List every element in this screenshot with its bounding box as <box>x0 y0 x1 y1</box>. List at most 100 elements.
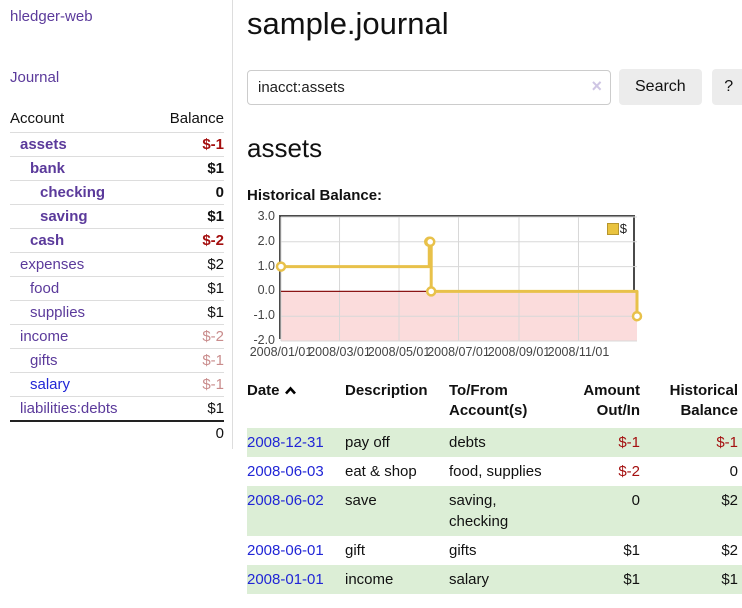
accounts-header-balance: Balance <box>169 110 224 127</box>
transaction-amount: $-2 <box>618 462 640 480</box>
account-heading: assets <box>247 133 323 163</box>
transaction-amount: $1 <box>623 570 640 588</box>
x-axis-tick-label: 2008/07/01 <box>427 345 490 359</box>
account-link-salary[interactable]: salary <box>30 376 71 393</box>
y-axis-tick-label: -1.0 <box>253 308 275 323</box>
y-axis-tick-label: 1.0 <box>257 258 275 273</box>
transaction-date-link[interactable]: 2008-06-02 <box>247 491 324 509</box>
transaction-row: 2008-06-03 eat & shop food, supplies $-2 0 <box>247 457 742 486</box>
transactions-table: Date Description To/From Account(s) Amou… <box>247 379 742 594</box>
x-axis-tick-label: 2008/03/01 <box>308 345 371 359</box>
accounts-total-row: 0 <box>10 421 224 445</box>
transaction-description: gift <box>345 541 366 559</box>
app-title-link[interactable]: hledger-web <box>10 8 93 25</box>
register-header-amount: Amount Out/In <box>583 382 640 420</box>
account-link-saving[interactable]: saving <box>40 208 88 225</box>
account-balance: 0 <box>215 184 224 201</box>
account-row: liabilities:debts $1 <box>10 396 224 422</box>
sidebar: hledger-web Journal Account Balance asse… <box>0 0 233 449</box>
account-link-assets[interactable]: assets <box>20 136 67 153</box>
y-axis-tick-label: -2.0 <box>253 333 275 347</box>
sidebar-item-journal[interactable]: Journal <box>10 69 60 86</box>
transaction-date-link[interactable]: 2008-06-01 <box>247 541 324 559</box>
search-button[interactable]: Search <box>619 69 702 105</box>
account-row: gifts $-1 <box>10 348 224 373</box>
chart-canvas <box>275 216 643 342</box>
account-balance: $-1 <box>202 352 224 369</box>
account-link-expenses[interactable]: expenses <box>20 256 85 273</box>
sort-ascending-icon <box>284 381 297 401</box>
account-row: bank $1 <box>10 156 224 181</box>
account-balance: $1 <box>207 280 224 297</box>
account-balance: $-1 <box>202 136 224 153</box>
account-balance: $1 <box>207 400 224 417</box>
account-balance: $1 <box>207 304 224 321</box>
transaction-accounts: debts <box>449 433 486 451</box>
y-axis-tick-label: 0.0 <box>257 283 275 298</box>
transaction-date-link[interactable]: 2008-12-31 <box>247 433 324 451</box>
transaction-row: 2008-12-31 pay off debts $-1 $-1 <box>247 427 742 457</box>
account-row: income $-2 <box>10 324 224 349</box>
transaction-accounts: gifts <box>449 541 477 559</box>
transaction-balance: $1 <box>721 570 738 588</box>
chart-legend: $ <box>604 220 629 237</box>
transaction-row: 2008-01-01 income salary $1 $1 <box>247 564 742 594</box>
transaction-balance: $-1 <box>716 433 738 451</box>
account-link-bank[interactable]: bank <box>30 160 66 177</box>
account-link-liabilities-debts[interactable]: liabilities:debts <box>20 400 118 417</box>
register-header-date[interactable]: Date <box>247 379 345 428</box>
transaction-accounts: saving, checking <box>449 491 509 530</box>
account-balance: $-2 <box>202 328 224 345</box>
account-row: supplies $1 <box>10 300 224 325</box>
account-row: cash $-2 <box>10 228 224 253</box>
transaction-row: 2008-06-02 save saving, checking 0 $2 <box>247 485 742 536</box>
transaction-accounts: salary <box>449 570 490 588</box>
chart-plot-area: $ 3.0 2.0 1.0 0.0 -1.0 -2.0 2008/01/01 2008/03/… <box>250 209 643 359</box>
main-content: sample.journal × Search ? assets Histori… <box>233 0 742 608</box>
account-link-supplies[interactable]: supplies <box>30 304 86 321</box>
chart-title: Historical Balance: <box>247 187 383 204</box>
transaction-description: income <box>345 570 394 588</box>
x-axis-tick-label: 2008/01/01 <box>249 345 313 359</box>
register-header-balance: Historical Balance <box>669 382 738 420</box>
account-link-cash[interactable]: cash <box>30 232 65 249</box>
page-title: sample.journal <box>247 6 449 41</box>
transaction-balance: $2 <box>721 541 738 559</box>
account-balance: $1 <box>207 208 224 225</box>
register-header-accounts: To/From Account(s) <box>449 382 528 420</box>
transaction-description: save <box>345 491 377 509</box>
transaction-accounts: food, supplies <box>449 462 542 480</box>
transaction-balance: $2 <box>721 491 738 509</box>
transaction-date-link[interactable]: 2008-06-03 <box>247 462 324 480</box>
transaction-amount: $1 <box>623 541 640 559</box>
account-link-income[interactable]: income <box>20 328 69 345</box>
accounts-total-value: 0 <box>215 425 224 442</box>
x-axis-tick-label: 2008/05/01 <box>367 345 431 359</box>
accounts-table: Account Balance assets $-1 bank $1 checking 0… <box>10 106 224 445</box>
account-balance: $2 <box>207 256 224 273</box>
y-axis-tick-label: 3.0 <box>257 209 275 223</box>
legend-swatch-icon <box>606 222 619 235</box>
clear-search-icon[interactable]: × <box>591 75 602 96</box>
account-row: food $1 <box>10 276 224 301</box>
transaction-date-link[interactable]: 2008-01-01 <box>247 570 324 588</box>
account-link-food[interactable]: food <box>30 280 60 297</box>
transaction-description: pay off <box>345 433 390 451</box>
account-link-gifts[interactable]: gifts <box>30 352 58 369</box>
x-axis-tick-label: 2008/11/01 <box>547 345 610 359</box>
transaction-amount: 0 <box>631 491 640 509</box>
help-button[interactable]: ? <box>711 69 742 105</box>
search-input[interactable] <box>247 69 611 105</box>
account-row: saving $1 <box>10 204 224 229</box>
accounts-header-account: Account <box>10 110 65 127</box>
transaction-description: eat & shop <box>345 462 417 480</box>
transaction-row: 2008-06-01 gift gifts $1 $2 <box>247 536 742 565</box>
x-axis-tick-label: 2008/09/01 <box>487 345 551 359</box>
search-bar: × Search ? <box>247 69 742 105</box>
legend-label: $ <box>619 221 627 236</box>
account-link-checking[interactable]: checking <box>40 184 106 201</box>
account-row: expenses $2 <box>10 252 224 277</box>
account-row: salary $-1 <box>10 372 224 397</box>
account-row: assets $-1 <box>10 132 224 157</box>
